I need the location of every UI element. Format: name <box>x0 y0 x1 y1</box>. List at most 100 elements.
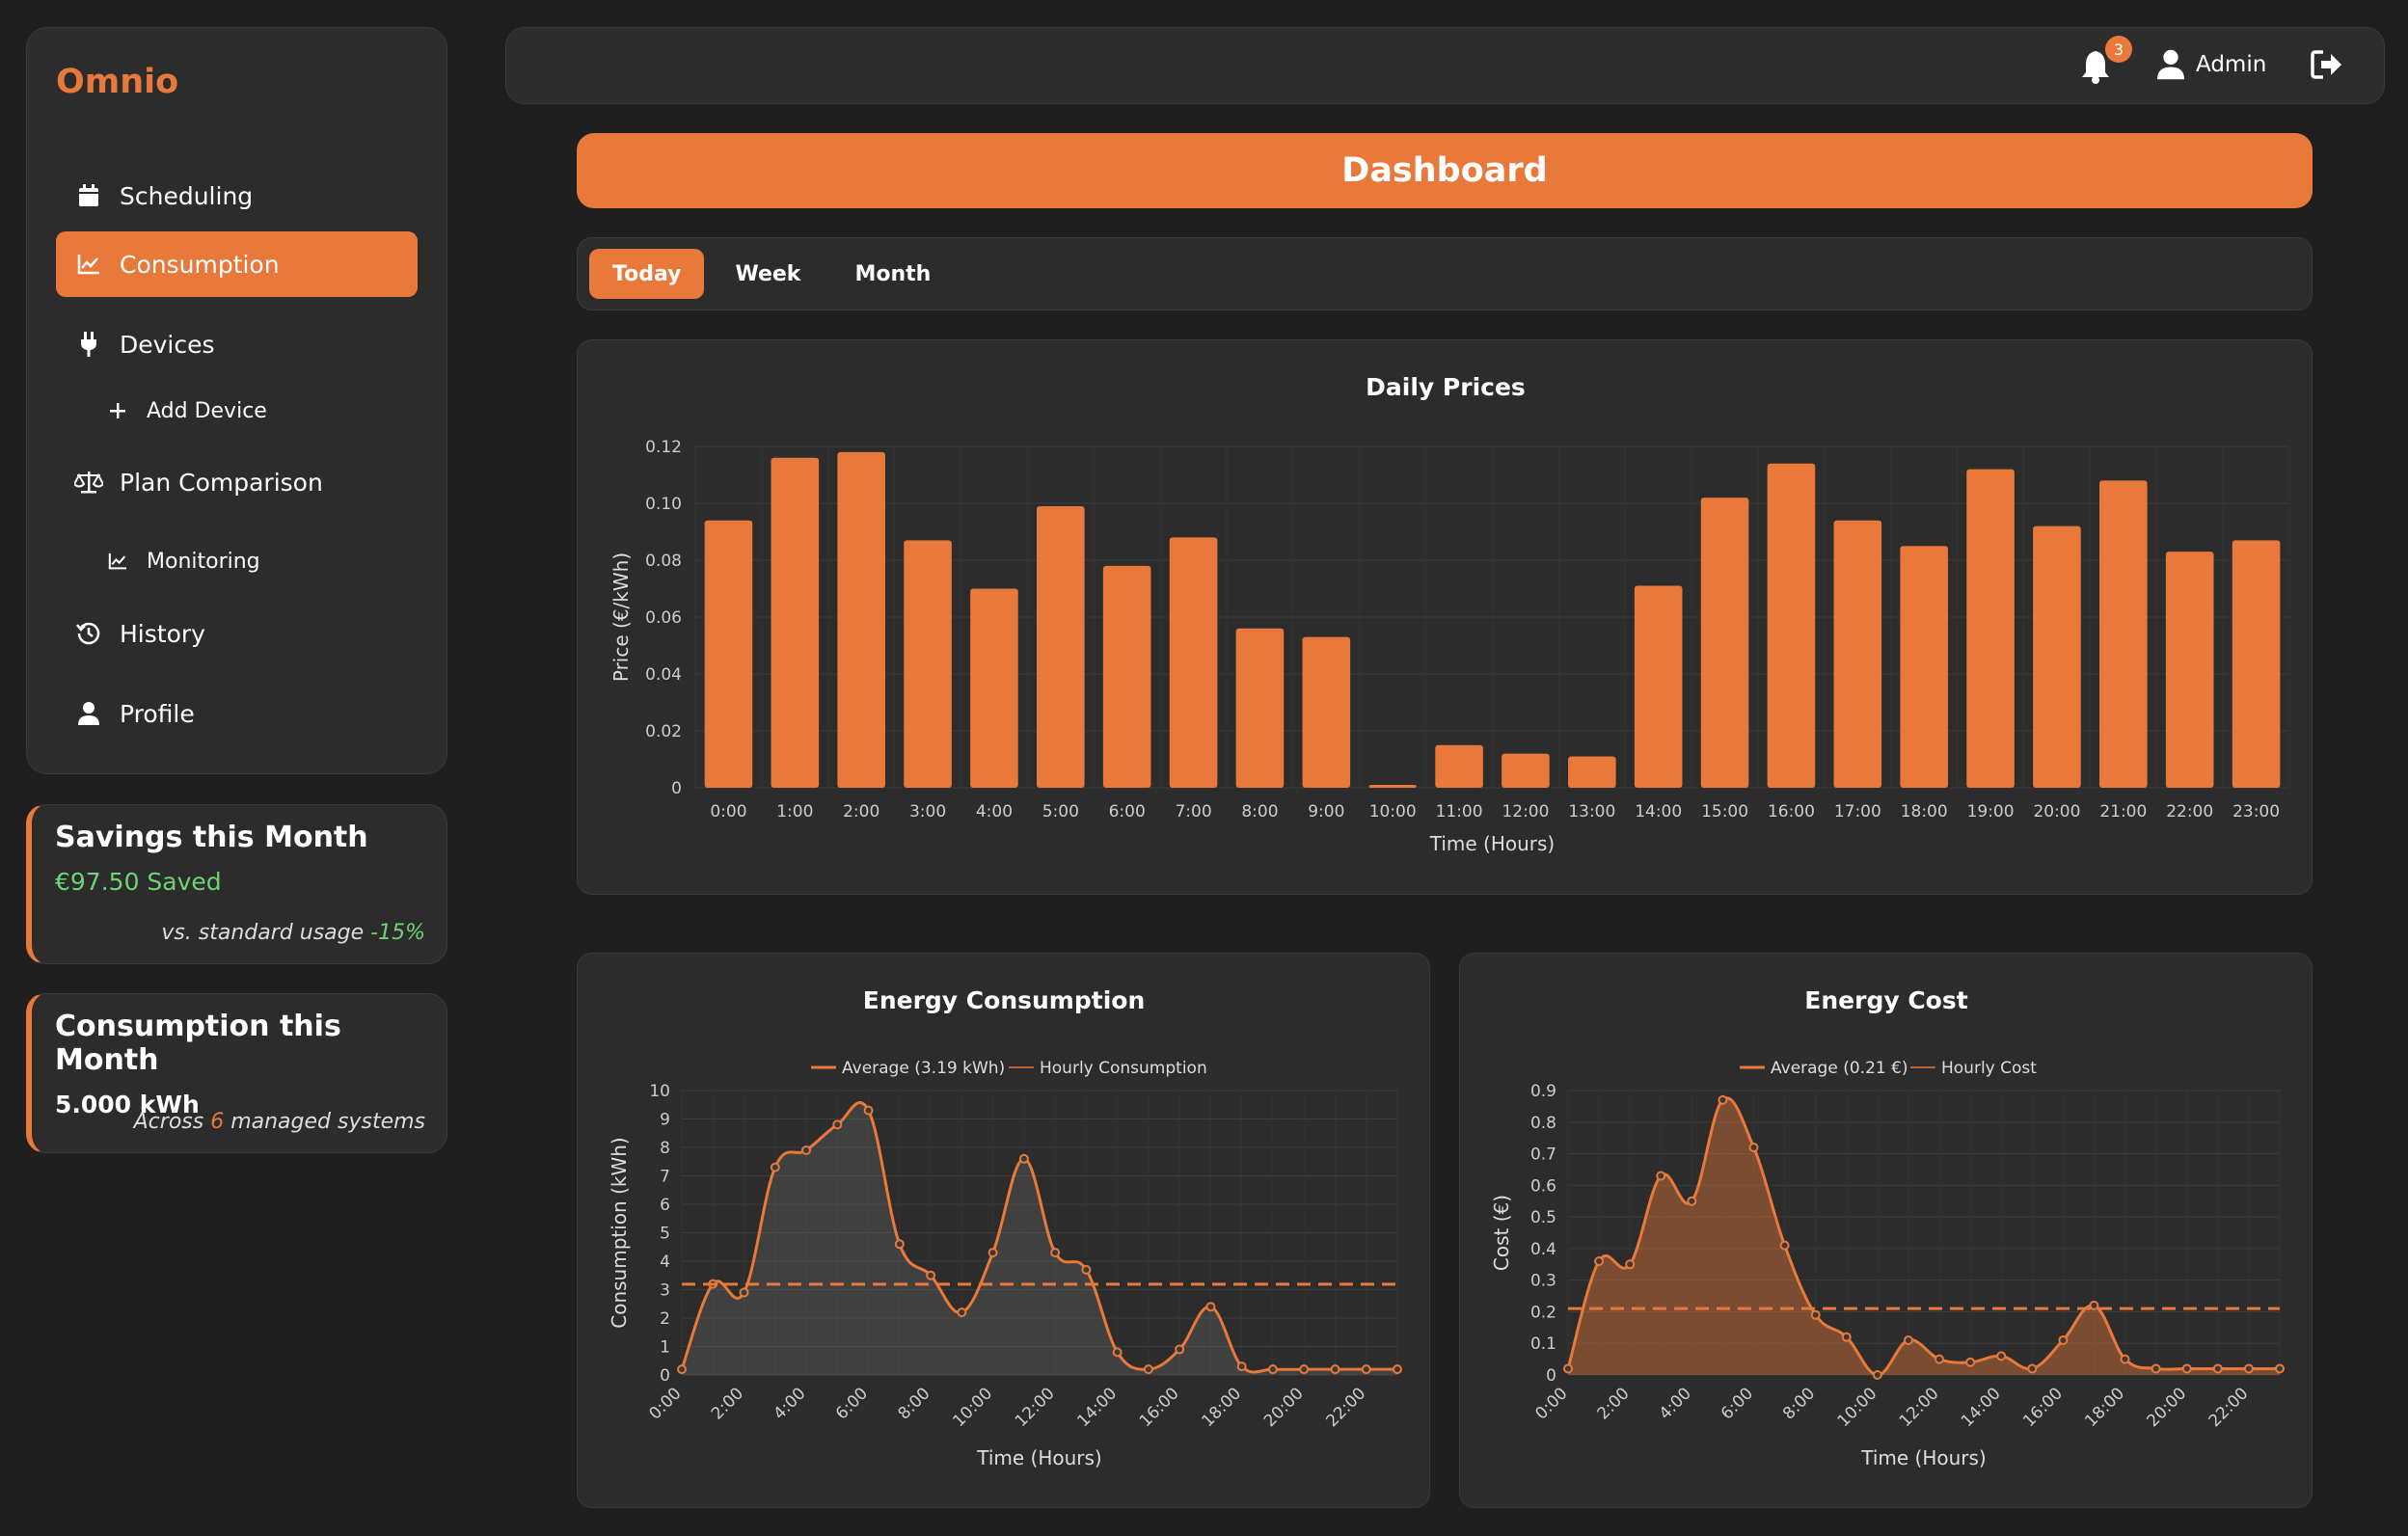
tab-today[interactable]: Today <box>589 249 705 299</box>
y-tick-label: 0.3 <box>1530 1272 1556 1291</box>
data-point <box>1841 1332 1852 1342</box>
y-tick-label: 0.02 <box>645 722 682 741</box>
x-tick-label: 16:00 <box>1768 802 1815 822</box>
y-tick-label: 0.4 <box>1530 1240 1556 1259</box>
energy-cost-panel: Energy Cost Average (0.21 €) Hourly Cost 0 0… <box>1459 953 2313 1508</box>
sidebar-item-label: Consumption <box>120 250 280 279</box>
sidebar-item-scheduling[interactable]: Scheduling <box>56 163 418 229</box>
bell-icon <box>2082 51 2109 84</box>
bar <box>1169 537 1218 788</box>
x-tick-label: 18:00 <box>1901 802 1948 822</box>
consumption-note-suffix: managed systems <box>230 1110 425 1134</box>
notifications-button[interactable] <box>2080 49 2119 88</box>
scale-icon <box>73 467 104 498</box>
x-tick-label: 0:00 <box>645 1384 685 1423</box>
data-point <box>1935 1354 1945 1364</box>
x-axis-title: Time (Hours) <box>1429 832 1556 855</box>
x-tick-label: 22:00 <box>2205 1384 2253 1431</box>
x-tick-label: 4:00 <box>770 1384 809 1423</box>
y-tick-label: 0.08 <box>645 552 682 571</box>
sidebar: Omnio Scheduling Consumption Devices Add… <box>26 27 447 774</box>
data-point <box>1625 1259 1636 1270</box>
x-tick-label: 11:00 <box>1436 802 1483 822</box>
x-tick-label: 14:00 <box>1958 1384 2005 1431</box>
consumption-title: Consumption this Month <box>55 1010 341 1077</box>
data-point <box>1361 1364 1371 1375</box>
x-tick-label: 2:00 <box>843 802 879 822</box>
data-point <box>1810 1309 1821 1320</box>
x-tick-label: 20:00 <box>2033 802 2080 822</box>
y-tick-label: 1 <box>660 1338 670 1358</box>
sidebar-item-consumption[interactable]: Consumption <box>56 231 418 297</box>
x-tick-label: 21:00 <box>2099 802 2147 822</box>
data-point <box>1236 1361 1247 1372</box>
x-tick-label: 5:00 <box>1042 802 1079 822</box>
data-point <box>988 1248 998 1258</box>
x-tick-label: 10:00 <box>949 1384 996 1431</box>
bar <box>904 540 952 788</box>
daily-prices-panel: Daily Prices 0 0.02 0.04 0.06 0.08 0.10 0.12 0:0… <box>577 339 2313 895</box>
x-axis-title: Time (Hours) <box>976 1446 1102 1469</box>
y-tick-label: 0.12 <box>645 438 682 457</box>
bar <box>1700 498 1749 788</box>
x-tick-label: 2:00 <box>1594 1384 1634 1423</box>
bar <box>1037 505 1085 788</box>
data-point <box>1175 1344 1185 1355</box>
x-tick-label: 0:00 <box>1531 1384 1571 1423</box>
y-tick-label: 0.8 <box>1530 1114 1556 1133</box>
consumption-note: Across 6 managed systems <box>134 1110 425 1134</box>
period-tabs: Today Week Month <box>577 237 2313 310</box>
calendar-icon <box>73 180 104 211</box>
bar <box>2033 525 2081 788</box>
consumption-card: Consumption this Month 5.000 kWh Across … <box>26 993 447 1153</box>
bar <box>1833 520 1882 788</box>
data-point <box>1267 1364 1278 1375</box>
data-point <box>2058 1334 2069 1345</box>
sidebar-item-devices[interactable]: Devices <box>56 311 418 377</box>
y-tick-label: 5 <box>660 1225 670 1244</box>
data-point <box>2027 1363 2038 1374</box>
bar <box>1302 636 1351 788</box>
x-tick-label: 16:00 <box>1136 1384 1183 1431</box>
savings-value: €97.50 Saved <box>55 868 222 896</box>
top-bar: 3 Admin <box>505 27 2385 104</box>
data-point <box>1996 1351 2007 1361</box>
legend-label-hourly: Hourly Cost <box>1941 1059 2037 1078</box>
x-tick-label: 7:00 <box>1175 802 1211 822</box>
daily-prices-chart: Daily Prices 0 0.02 0.04 0.06 0.08 0.10 0.12 0:0… <box>609 373 2290 855</box>
savings-title: Savings this Month <box>55 821 368 854</box>
sidebar-item-profile[interactable]: Profile <box>56 681 418 746</box>
chart-title: Energy Cost <box>1804 986 1967 1014</box>
chart-line-icon <box>73 249 104 280</box>
data-point <box>1965 1357 1976 1367</box>
data-point <box>1143 1364 1153 1375</box>
x-tick-label: 13:00 <box>1568 802 1615 822</box>
savings-card: Savings this Month €97.50 Saved vs. stan… <box>26 804 447 964</box>
x-tick-label: 3:00 <box>909 802 946 822</box>
tab-week[interactable]: Week <box>735 261 801 286</box>
chart-line-icon <box>102 546 133 577</box>
x-tick-label: 4:00 <box>976 802 1013 822</box>
bar <box>1102 565 1151 788</box>
bar <box>2165 552 2214 788</box>
notification-badge: 3 <box>2105 36 2132 63</box>
sidebar-item-history[interactable]: History <box>56 601 418 666</box>
y-tick-label: 0.04 <box>645 665 682 685</box>
y-tick-label: 0.9 <box>1530 1082 1556 1101</box>
sidebar-item-plan-comparison[interactable]: Plan Comparison <box>56 449 418 515</box>
brand-logo[interactable]: Omnio <box>56 63 179 101</box>
data-point <box>2275 1363 2285 1374</box>
data-point <box>2120 1354 2130 1364</box>
user-menu[interactable]: Admin <box>2157 49 2266 80</box>
x-tick-label: 10:00 <box>1834 1384 1881 1431</box>
x-tick-label: 15:00 <box>1701 802 1748 822</box>
y-tick-label: 3 <box>660 1281 670 1301</box>
data-point <box>894 1239 905 1250</box>
logout-button[interactable] <box>2310 49 2342 84</box>
data-point <box>1393 1364 1402 1375</box>
sidebar-item-label: Devices <box>120 330 215 359</box>
sidebar-item-monitoring[interactable]: Monitoring <box>56 528 418 594</box>
tab-month[interactable]: Month <box>854 261 932 286</box>
sidebar-item-add-device[interactable]: Add Device <box>56 378 418 444</box>
